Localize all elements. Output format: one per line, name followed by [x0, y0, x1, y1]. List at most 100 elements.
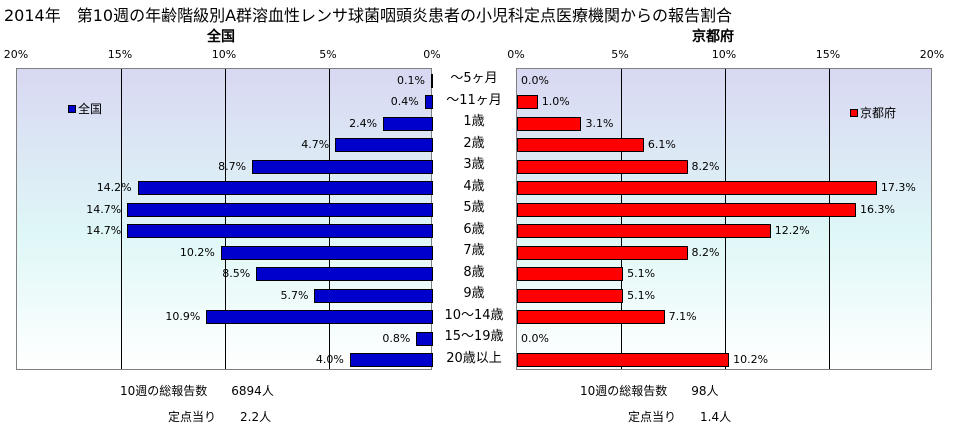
kyoto-total-value: 98人: [691, 384, 719, 398]
kyoto-data-label: 3.1%: [585, 116, 614, 130]
national-per-label: 定点当り: [168, 410, 217, 424]
left-x-tick-label: 10%: [211, 48, 237, 61]
national-data-label: 14.2%: [96, 181, 132, 195]
kyoto-data-label: 5.1%: [627, 288, 656, 302]
category-label: 4歳: [463, 178, 485, 194]
national-total-label: 10週の総報告数: [120, 384, 208, 398]
national-data-label: 2.4%: [349, 116, 378, 130]
category-label: ～11ヶ月: [446, 92, 502, 108]
category-label: 15～19歳: [444, 329, 504, 344]
left-plot-area: 0.1% 0.4% 2.4% 4.7% 8.7% 14.2% 14.7% 14.7% 10.2%…: [16, 68, 433, 370]
right-x-tick-label: 5%: [611, 48, 629, 61]
left-x-tick-label: 20%: [3, 48, 29, 61]
left-gridline: [329, 69, 330, 369]
national-total: 10週の総報告数 6894人: [120, 382, 274, 399]
left-x-tick-label: 5%: [319, 48, 337, 61]
category-label: 8歳: [463, 264, 485, 280]
national-data-label: 10.2%: [179, 245, 215, 259]
category-label: 20歳以上: [446, 350, 502, 366]
category-label: 5歳: [463, 200, 485, 215]
kyoto-data-label: 5.1%: [627, 267, 656, 281]
category-label: ～5ヶ月: [450, 71, 498, 86]
legend-label-national: 全国: [78, 102, 103, 116]
kyoto-data-label: 12.2%: [774, 224, 810, 238]
left-gridline: [121, 69, 122, 369]
national-bar: [127, 224, 433, 239]
right-x-tick-label: 20%: [919, 48, 945, 61]
left-x-tick-label: 0%: [423, 48, 441, 61]
national-bar: [416, 331, 433, 346]
category-label: 1歳: [463, 114, 485, 129]
national-data-label: 0.4%: [390, 95, 419, 109]
kyoto-data-label: 8.2%: [691, 245, 720, 259]
kyoto-data-label: 17.3%: [880, 181, 916, 195]
category-label: 10～14歳: [444, 307, 504, 323]
national-data-label: 8.5%: [222, 267, 251, 281]
kyoto-data-label: 6.1%: [647, 138, 676, 152]
national-data-label: 0.1%: [396, 73, 425, 87]
category-label: 3歳: [463, 157, 485, 172]
kyoto-total: 10週の総報告数 98人: [580, 382, 719, 399]
kyoto-data-label: 10.2%: [733, 353, 769, 367]
kyoto-data-label: 7.1%: [668, 310, 697, 324]
kyoto-data-label: 1.0%: [541, 95, 570, 109]
national-bar: [349, 353, 433, 368]
kyoto-data-label: 8.2%: [691, 159, 720, 173]
national-bar: [127, 202, 433, 217]
kyoto-bar: [517, 116, 582, 131]
left-legend: 全国: [68, 100, 102, 117]
left-gridline: [225, 69, 226, 369]
kyoto-bar: [517, 353, 730, 368]
national-data-label: 14.7%: [86, 202, 122, 216]
category-label: 6歳: [463, 221, 485, 237]
national-bar: [252, 159, 433, 174]
national-data-label: 14.7%: [86, 224, 122, 238]
national-bar: [220, 245, 433, 260]
kyoto-bar: [517, 288, 624, 303]
kyoto-bar: [517, 202, 857, 217]
right-gridline: [829, 69, 830, 369]
national-bar: [383, 116, 433, 131]
kyoto-bar: [517, 181, 877, 196]
category-label: 9歳: [463, 286, 485, 301]
national-total-value: 6894人: [231, 384, 274, 398]
legend-label-kyoto: 京都府: [860, 106, 897, 120]
left-x-tick-label: 15%: [107, 48, 133, 61]
national-data-label: 5.7%: [280, 288, 309, 302]
national-data-label: 8.7%: [218, 159, 247, 173]
category-label: 2歳: [463, 135, 485, 151]
right-x-tick-label: 0%: [507, 48, 525, 61]
national-data-label: 4.0%: [315, 353, 344, 367]
right-panel-title: 京都府: [692, 29, 734, 45]
right-x-tick-label: 10%: [711, 48, 737, 61]
national-per: 定点当り 2.2人: [168, 408, 271, 425]
kyoto-bar: [517, 224, 771, 239]
right-legend: 京都府: [850, 104, 896, 121]
kyoto-bar: [517, 267, 624, 282]
kyoto-total-label: 10週の総報告数: [580, 384, 668, 398]
kyoto-bar: [517, 245, 688, 260]
category-label: 7歳: [463, 243, 485, 258]
national-bar: [314, 288, 433, 303]
kyoto-bar: [517, 159, 688, 174]
right-x-tick-label: 15%: [815, 48, 841, 61]
national-data-label: 0.8%: [382, 331, 411, 345]
national-bar: [137, 181, 433, 196]
national-bar: [206, 310, 433, 325]
kyoto-per: 定点当り 1.4人: [628, 408, 731, 425]
kyoto-data-label: 0.0%: [521, 73, 549, 87]
national-bar: [335, 138, 433, 153]
kyoto-per-value: 1.4人: [700, 410, 732, 424]
left-panel-title: 全国: [207, 29, 235, 45]
national-bar: [430, 73, 433, 88]
right-plot-area: 0.0% 1.0% 3.1% 6.1% 8.2% 17.3% 16.3% 12.2% 8.2% 5…: [516, 68, 932, 370]
legend-swatch-national: [68, 104, 76, 113]
kyoto-data-label: 0.0%: [521, 331, 549, 345]
national-bar: [256, 267, 433, 282]
national-data-label: 10.9%: [165, 310, 201, 324]
right-gridline: [621, 69, 622, 369]
national-data-label: 4.7%: [301, 138, 330, 152]
legend-swatch-kyoto: [850, 108, 858, 117]
national-bar: [424, 95, 433, 110]
kyoto-bar: [517, 95, 538, 110]
